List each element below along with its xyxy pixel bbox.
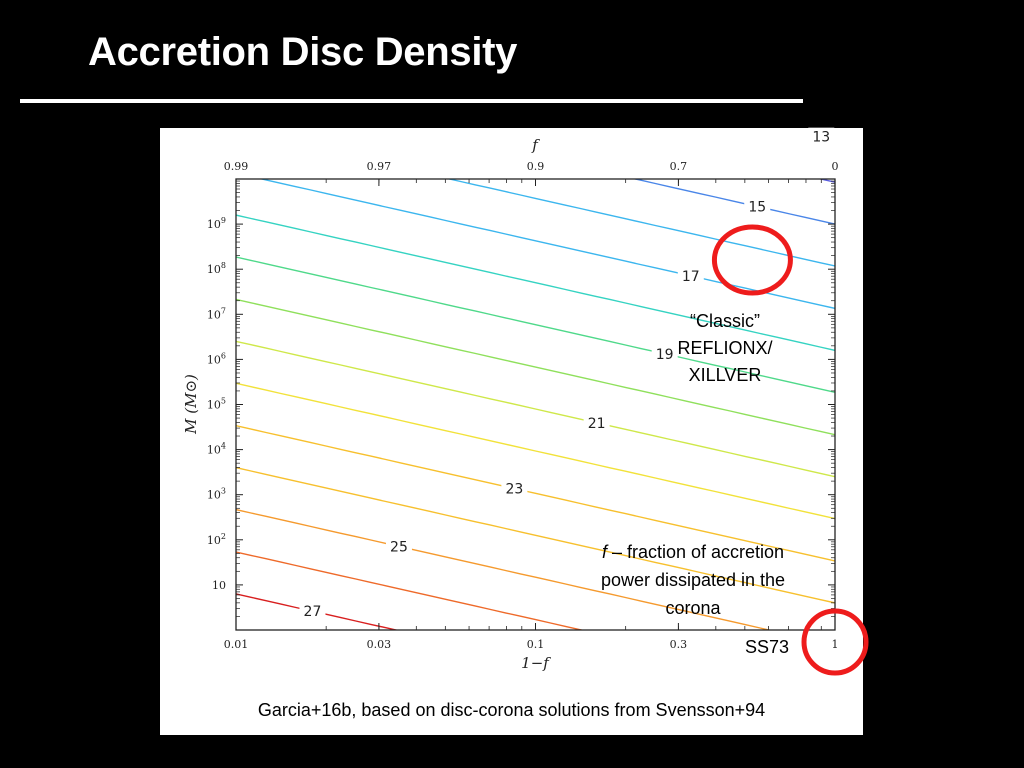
contour-label-bg-27	[299, 602, 326, 621]
contour-label-23: 23	[505, 482, 523, 498]
y-tick-label: 109	[207, 216, 226, 231]
contour-label-bg-23	[501, 479, 528, 498]
x2-tick-label: 0	[832, 160, 839, 173]
title-underline	[20, 99, 803, 103]
contour-line-23	[236, 425, 835, 562]
contour-line-16	[446, 179, 835, 267]
top-axis-label: f	[531, 136, 540, 154]
contour-line-20	[236, 298, 835, 436]
contour-label-17: 17	[682, 269, 700, 285]
classic-note-line-1: “Classic”	[690, 311, 760, 331]
contour-label-bg-19	[651, 344, 678, 363]
x2-tick-label: 0.99	[224, 160, 249, 173]
x-tick-label: 0.3	[670, 638, 688, 651]
fraction-note-line-3: corona	[665, 598, 721, 618]
contour-label-bg-25	[385, 537, 412, 556]
y-tick-label: 103	[207, 487, 226, 502]
ss73-note: SS73	[744, 637, 790, 657]
contour-line-15	[632, 179, 835, 225]
contour-label-bg-21	[583, 413, 610, 432]
contour-label-bg-17	[677, 266, 704, 285]
x-tick-label: 0.03	[367, 638, 392, 651]
contour-line-24	[236, 466, 835, 604]
x-axis-label: 1−f	[521, 654, 551, 672]
fraction-symbol: f	[601, 542, 607, 562]
contour-line-22	[236, 382, 835, 520]
fraction-note-line-2: power dissipated in the	[600, 570, 786, 590]
contour-label-bg-13	[808, 127, 835, 146]
y-tick-label: 108	[207, 261, 226, 276]
ss73-highlight	[801, 608, 869, 676]
fraction-note-line-1: f – fraction of accretion	[567, 538, 819, 566]
contour-label-21: 21	[588, 416, 606, 432]
contour-line-19	[236, 256, 835, 393]
contour-label-25: 25	[390, 539, 408, 555]
contour-line-21	[236, 340, 835, 478]
classic-note-line-3: XILLVER	[688, 365, 762, 385]
fraction-definition-note: f – fraction of accretion power dissipat…	[567, 538, 819, 622]
y-tick-label: 10	[212, 579, 226, 592]
contour-15-highlight	[711, 224, 793, 296]
contour-label-15: 15	[748, 200, 766, 216]
y-tick-label: 104	[207, 442, 226, 457]
contour-line-26	[236, 551, 585, 630]
x-tick-label: 0.1	[527, 638, 545, 651]
x2-tick-label: 0.7	[670, 160, 688, 173]
y-tick-label: 107	[207, 306, 226, 321]
classic-note-line-2: REFLIONX/	[677, 338, 773, 358]
x-tick-label: 0.01	[224, 638, 249, 651]
x-tick-label: 1	[832, 638, 839, 651]
y-tick-label: 102	[207, 532, 226, 547]
contour-line-13	[236, 5, 835, 140]
y-tick-label: 106	[207, 351, 226, 366]
y-axis-label: M (M⊙)	[182, 374, 200, 435]
contour-label-bg-15	[744, 197, 771, 216]
contour-line-17	[258, 179, 835, 310]
x2-tick-label: 0.97	[367, 160, 392, 173]
contour-label-27: 27	[304, 604, 322, 620]
classic-reflionx-xillver-note: “Classic” REFLIONX/ XILLVER	[660, 308, 790, 389]
y-tick-label: 105	[207, 397, 226, 412]
contour-label-13: 13	[812, 130, 830, 146]
fraction-note-text-1: – fraction of accretion	[606, 542, 785, 562]
figure-credit: Garcia+16b, based on disc-corona solutio…	[257, 700, 766, 720]
contour-line-18	[236, 214, 835, 352]
slide-title: Accretion Disc Density	[88, 30, 518, 74]
contour-label-19: 19	[656, 347, 674, 363]
contour-line-27	[236, 593, 400, 630]
contour-line-25	[236, 508, 773, 630]
x2-tick-label: 0.9	[527, 160, 545, 173]
